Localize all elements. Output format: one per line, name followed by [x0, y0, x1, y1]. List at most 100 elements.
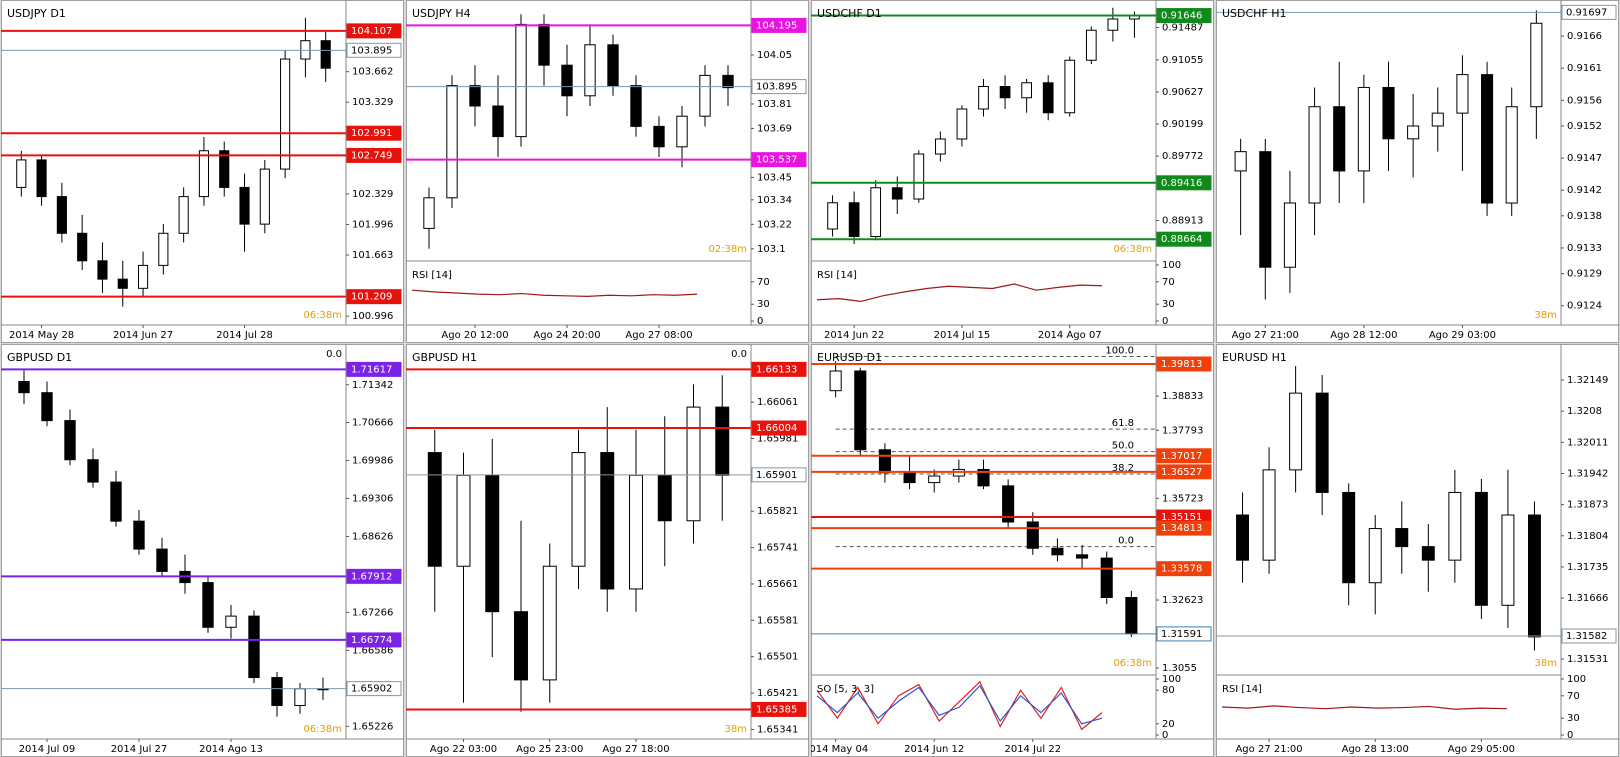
level-tag — [1156, 231, 1212, 247]
candle-body — [1527, 514, 1541, 638]
indicator-line — [1221, 705, 1508, 710]
x-tick-label: 2014 Jun 27 — [113, 330, 173, 341]
chart-panel[interactable]: 1.32149 1.3208 1.32011 1.31942 1.31873 1.3180… — [1216, 344, 1619, 757]
sub-y-tick-label: 0 — [757, 316, 763, 327]
level-tag-label: 104.107 — [351, 26, 392, 37]
level-tag — [751, 467, 807, 483]
y-tick-label: 1.32623 — [1162, 595, 1203, 606]
level-tag-label: 102.749 — [351, 150, 392, 161]
candle-body — [110, 481, 122, 522]
candle-body — [715, 406, 730, 476]
indicator-line — [816, 684, 1103, 725]
candle-body — [848, 202, 860, 237]
x-tick-label: 2014 Ago 07 — [1038, 330, 1102, 341]
candle-body — [1342, 491, 1356, 584]
candle-body — [977, 468, 990, 487]
candle-body — [903, 472, 916, 484]
y-tick-label: 0.9166 — [1567, 31, 1602, 42]
candle-body — [561, 64, 573, 97]
candle-body — [16, 159, 27, 188]
candle-body — [653, 125, 665, 148]
y-tick-label: 103.81 — [757, 99, 792, 110]
chart-panel[interactable]: 1.71342 1.70666 1.69986 1.69306 1.68626 1.672… — [1, 344, 404, 757]
candle-body — [829, 370, 842, 392]
y-tick-label: 1.3055 — [1162, 663, 1197, 674]
candle-body — [219, 150, 230, 188]
y-tick-label: 100.996 — [352, 311, 393, 322]
level-tag — [751, 701, 807, 717]
candle-body — [1085, 29, 1097, 61]
y-tick-label: 0.91487 — [1162, 22, 1203, 33]
chart-panel[interactable]: 0.91487 0.91055 0.90627 0.90199 0.89772 0.889… — [811, 0, 1214, 343]
candle-body — [271, 677, 283, 706]
chart-panel[interactable]: 0.9166 0.9161 0.9156 0.9152 0.9147 0.9142 0.91… — [1216, 0, 1619, 343]
x-tick-label: 2014 Jul 09 — [19, 744, 76, 755]
candle-body — [1315, 392, 1329, 493]
candle-body — [202, 582, 214, 628]
candle-body — [427, 452, 442, 567]
chart-title: GBPUSD H1 — [412, 351, 477, 364]
candle-body — [854, 370, 867, 451]
candle-body — [870, 187, 882, 237]
sub-y-tick-label: 100 — [1162, 260, 1181, 271]
y-tick-label: 1.65501 — [757, 652, 798, 663]
candle-body — [999, 86, 1011, 99]
level-tag-label: 103.537 — [756, 155, 797, 166]
candle-body — [699, 74, 711, 117]
chart-title: EURUSD D1 — [817, 351, 882, 364]
panel-frame — [1216, 0, 1619, 343]
candle-body — [248, 615, 260, 679]
level-tag-label: 0.91646 — [1161, 11, 1202, 22]
time-remaining: 06:38m — [1113, 244, 1152, 255]
candle-body — [87, 459, 99, 483]
y-tick-label: 1.31804 — [1567, 531, 1608, 542]
sub-y-tick-label: 20 — [1162, 719, 1175, 730]
y-tick-label: 103.45 — [757, 172, 792, 183]
y-tick-label: 103.329 — [352, 97, 393, 108]
candle-body — [928, 475, 941, 484]
y-tick-label: 0.9133 — [1567, 243, 1602, 254]
chart-panel[interactable]: 1.66061 1.65981 1.65821 1.65741 1.65661 1.655… — [406, 344, 809, 757]
level-tag — [346, 361, 402, 377]
indicator-title: RSI [14] — [817, 270, 857, 281]
candle-body — [64, 420, 76, 461]
candle-body — [542, 565, 557, 681]
candle-body — [584, 44, 596, 97]
level-tag-label: 103.895 — [351, 45, 392, 56]
candle-body — [225, 615, 237, 628]
level-tag — [346, 147, 402, 163]
level-tag — [346, 125, 402, 141]
y-tick-label: 1.3208 — [1567, 406, 1602, 417]
candle-body — [1395, 528, 1409, 548]
time-remaining: 06:38m — [303, 310, 342, 321]
level-tag-label: 0.88664 — [1161, 234, 1202, 245]
candle-body — [156, 548, 168, 572]
level-tag-label: 1.65902 — [351, 684, 392, 695]
candle-body — [239, 186, 250, 225]
y-tick-label: 1.31666 — [1567, 593, 1608, 604]
chart-panel[interactable]: 103.662 103.329 102.329 101.996 101.663 100.9… — [1, 0, 404, 343]
x-tick-label: 2014 Jul 22 — [1004, 744, 1061, 755]
candle-body — [1448, 491, 1462, 561]
y-tick-label: 101.996 — [352, 219, 393, 230]
y-tick-label: 1.31942 — [1567, 468, 1608, 479]
candle-body — [41, 392, 53, 422]
candle-body — [1259, 151, 1272, 268]
chart-panel[interactable]: 1.38833 1.37793 1.35723 1.32623 1.3055 2014 M… — [811, 344, 1214, 757]
sub-y-tick-label: 70 — [1567, 691, 1580, 702]
level-tag — [1156, 8, 1212, 24]
chart-panel[interactable]: 104.05 103.81 103.69 103.45 103.34 103.22 103.… — [406, 0, 809, 343]
candle-body — [1481, 74, 1494, 204]
y-tick-label: 0.9138 — [1567, 211, 1602, 222]
level-tag — [1156, 356, 1212, 372]
y-tick-label: 1.37793 — [1162, 425, 1203, 436]
sub-y-tick-label: 30 — [757, 299, 770, 310]
level-tag — [1156, 626, 1212, 642]
y-tick-label: 0.90627 — [1162, 87, 1203, 98]
x-tick-label: Ago 28 12:00 — [1330, 330, 1397, 341]
y-tick-label: 0.89772 — [1162, 151, 1203, 162]
candle-body — [1002, 485, 1015, 523]
time-remaining: 38m — [725, 724, 747, 735]
level-tag — [346, 289, 402, 305]
level-tag — [346, 23, 402, 39]
